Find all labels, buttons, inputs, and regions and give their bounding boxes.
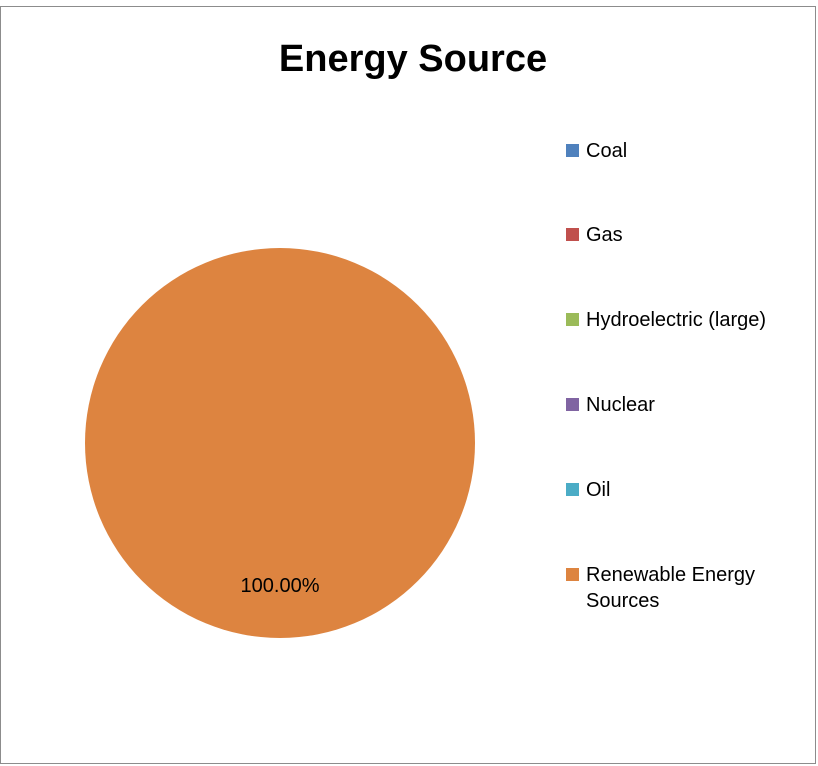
legend-label-nuclear: Nuclear	[586, 394, 655, 416]
data-label-renewable-energy-sources: 100.00%	[240, 575, 320, 597]
legend-swatch-nuclear	[566, 398, 579, 411]
legend-label-oil: Oil	[586, 479, 611, 501]
legend-item-hydroelectric-large: Hydroelectric (large)	[566, 307, 814, 333]
legend-item-coal: Coal	[566, 138, 814, 164]
legend-swatch-coal	[566, 144, 579, 157]
legend-swatch-hydroelectric-large	[566, 313, 579, 326]
legend-item-gas: Gas	[566, 222, 814, 248]
pie-slice-renewable-energy-sources	[85, 248, 475, 638]
legend-item-nuclear: Nuclear	[566, 392, 814, 418]
legend-swatch-gas	[566, 228, 579, 241]
legend-label-hydroelectric-large: Hydroelectric (large)	[586, 309, 767, 331]
legend-label-gas: Gas	[586, 224, 623, 246]
legend-label-coal: Coal	[586, 140, 628, 162]
legend-swatch-renewable-energy-sources	[566, 568, 579, 581]
legend-label-renewable-energy-sources: Renewable Energy Sources	[586, 564, 755, 612]
legend-item-oil: Oil	[566, 477, 814, 503]
chart-title: Energy Source	[278, 38, 548, 80]
legend-item-renewable-energy-sources: Renewable Energy Sources	[566, 562, 814, 614]
legend-swatch-oil	[566, 483, 579, 496]
